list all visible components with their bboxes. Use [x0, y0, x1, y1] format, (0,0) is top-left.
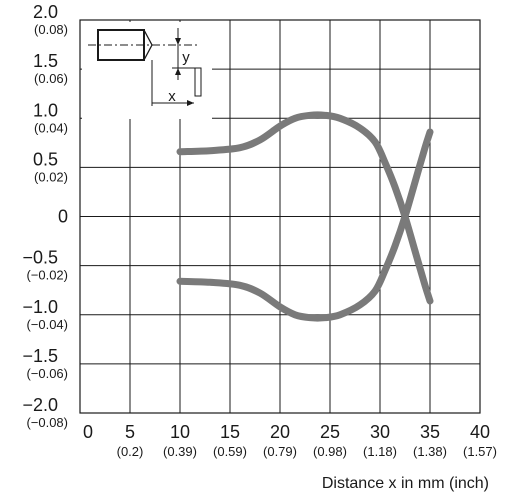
x-tick-label: 25 — [320, 422, 340, 442]
sensor-diagram: xy — [82, 22, 212, 119]
y-tick-sublabel: (−0.02) — [26, 268, 68, 283]
x-tick-label: 15 — [220, 422, 240, 442]
y-tick-label: 2.0 — [33, 2, 58, 22]
series-group — [176, 111, 434, 322]
x-axis-ticks: 0 5 (0.2) 10 (0.39) 15 (0.59) 20 (0.79) 25 (0.98) 3… — [83, 422, 497, 459]
x-tick-sublabel: (1.18) — [363, 444, 397, 459]
y-tick-sublabel: (0.02) — [34, 169, 68, 184]
x-arrow-head — [187, 100, 194, 106]
x-tick-sublabel: (1.57) — [463, 444, 497, 459]
x-tick-label: 40 — [470, 422, 490, 442]
y-tick-sublabel: (−0.04) — [26, 317, 68, 332]
x-tick-label: 30 — [370, 422, 390, 442]
x-tick-label: 35 — [420, 422, 440, 442]
y-tick-label: −1.5 — [22, 346, 58, 366]
x-tick-label: 10 — [170, 422, 190, 442]
x-tick-label: 20 — [270, 422, 290, 442]
plot-frame — [79, 19, 481, 414]
y-tick-sublabel: (−0.08) — [26, 415, 68, 430]
x-tick-sublabel: (0.79) — [263, 444, 297, 459]
y-tick-label: 1.5 — [33, 51, 58, 71]
y-tick-label: 0 — [58, 207, 68, 227]
y-arrow-head-top — [175, 38, 181, 45]
y-tick-label: −1.0 — [22, 297, 58, 317]
x-tick-label: 0 — [83, 422, 93, 442]
y-tick-label: −2.0 — [22, 395, 58, 415]
x-tick-sublabel: (0.98) — [313, 444, 347, 459]
y-tick-label: 0.5 — [33, 149, 58, 169]
inset-y-label: y — [182, 49, 190, 66]
y-axis-ticks: 2.0(0.08) 1.5(0.06) 1.0(0.04) 0.5(0.02) 0 −0.… — [22, 2, 68, 430]
x-tick-sublabel: (0.39) — [163, 444, 197, 459]
inset-x-label: x — [168, 88, 176, 105]
y-tick-sublabel: (0.08) — [34, 22, 68, 37]
series-line-1 — [176, 111, 434, 305]
x-tick-label: 5 — [125, 422, 135, 442]
y-arrow-head-bottom — [175, 68, 181, 75]
series-line-2 — [176, 128, 434, 322]
y-tick-sublabel: (0.04) — [34, 120, 68, 135]
x-tick-sublabel: (0.2) — [117, 444, 144, 459]
target-object — [194, 67, 202, 97]
x-tick-sublabel: (1.38) — [413, 444, 447, 459]
x-axis-title: Distance x in mm (inch) — [322, 475, 489, 492]
y-tick-sublabel: (0.06) — [34, 71, 68, 86]
x-tick-sublabel: (0.59) — [213, 444, 247, 459]
y-tick-sublabel: (−0.06) — [26, 366, 68, 381]
y-tick-label: 1.0 — [33, 100, 58, 120]
y-tick-label: −0.5 — [22, 248, 58, 268]
